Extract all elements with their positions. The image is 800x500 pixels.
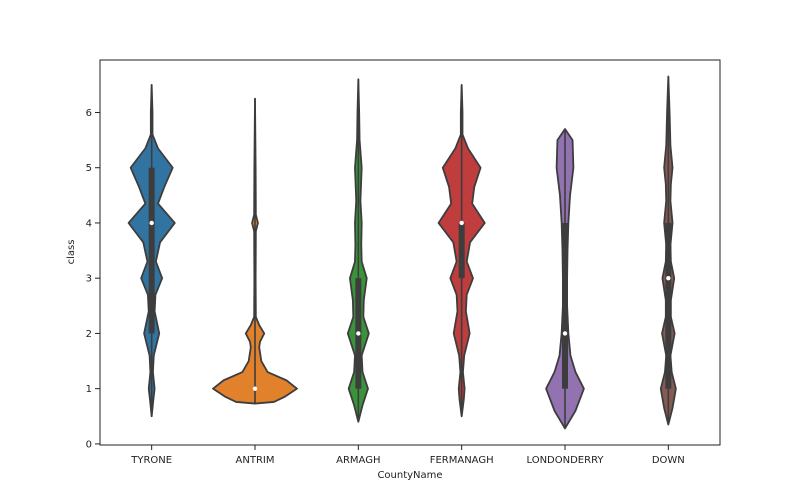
violin-median-dot	[356, 331, 361, 336]
x-tick-label: FERMANAGH	[430, 455, 494, 466]
y-tick-label: 3	[86, 274, 92, 285]
violin-fermanagh	[437, 83, 486, 418]
y-tick-label: 5	[86, 163, 92, 174]
violin-iqr-box	[458, 222, 465, 279]
violin-median-dot	[252, 386, 258, 391]
violin-londonderry	[545, 128, 585, 430]
x-tick-label: LONDONDERRY	[526, 455, 604, 466]
violin-iqr-box	[148, 167, 155, 334]
y-tick-label: 2	[86, 329, 92, 340]
x-tick-label: ANTRIM	[236, 455, 275, 466]
x-axis: TYRONE ANTRIM ARMAGH FERMANAGH LONDONDERRY DO…	[130, 445, 685, 466]
x-tick-label: DOWN	[652, 455, 685, 466]
violin-tyrone	[127, 83, 176, 418]
violin-down	[659, 75, 677, 426]
y-axis-label: class	[66, 240, 77, 265]
violin-antrim	[212, 97, 298, 405]
y-tick-label: 0	[86, 439, 92, 450]
y-tick-label: 4	[86, 218, 92, 229]
y-tick-label: 1	[86, 384, 92, 395]
violin-median-dot	[459, 220, 464, 226]
violin-median-dot	[666, 275, 671, 281]
x-tick-label: TYRONE	[130, 455, 172, 466]
plot-frame	[99, 59, 721, 446]
violin-layer	[127, 75, 677, 430]
violin-iqr-box	[562, 222, 568, 389]
violin-median-dot	[562, 331, 568, 336]
x-axis-label: CountyName	[377, 470, 442, 481]
violin-iqr-box	[665, 222, 672, 389]
y-tick-label: 6	[86, 108, 92, 119]
x-tick-label: ARMAGH	[336, 455, 380, 466]
y-axis: 0 1 2 3 4 5 6	[86, 108, 100, 450]
violin-armagh	[346, 78, 370, 423]
violin-median-dot	[149, 220, 154, 226]
